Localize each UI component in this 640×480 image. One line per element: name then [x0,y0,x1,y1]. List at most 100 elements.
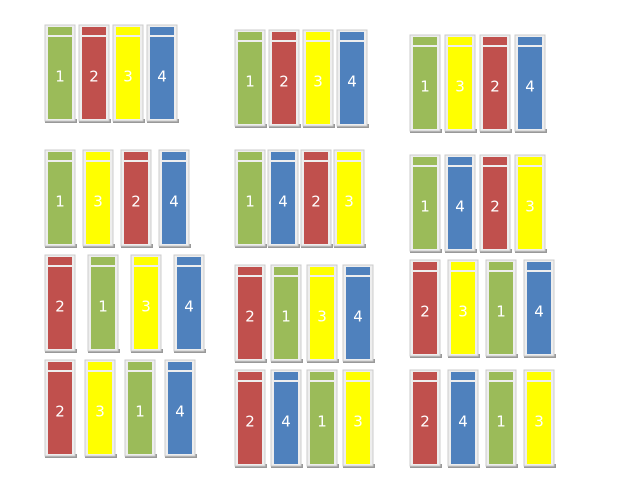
bar-label: 3 [458,303,468,321]
bar-group: 2 3 1 4 [409,259,556,358]
bar-top [337,152,361,160]
bar-label: 2 [245,308,255,326]
bar-top [272,32,296,40]
bar-group: 2 4 1 3 [409,369,556,468]
bar-top [483,157,507,165]
bar [274,382,298,464]
bar [128,372,152,454]
bar [177,267,201,349]
bar [483,47,507,129]
bar-top [150,27,174,35]
bar [134,267,158,349]
bar-label: 1 [496,303,506,321]
bar [310,382,334,464]
bar [518,47,542,129]
bar-top [48,257,72,265]
bar-label: 2 [55,403,65,421]
bar-label: 1 [496,413,506,431]
bar [306,42,330,124]
bar-label: 2 [55,298,65,316]
bar [238,162,262,244]
bar-top [413,37,437,45]
bar-group: 1 4 2 3 [234,149,366,248]
bar-top [116,27,140,35]
bar-group: 1 2 3 4 [234,29,369,128]
bar-top [306,32,330,40]
bar [483,167,507,249]
bar-top [310,372,334,380]
bar-label: 4 [455,198,465,216]
bar [116,37,140,119]
bar-label: 1 [55,68,65,86]
bar-label: 1 [281,308,291,326]
bar [272,42,296,124]
bar-top [489,262,513,270]
bar-top [483,37,507,45]
bar-top [346,372,370,380]
bar-label: 1 [245,193,255,211]
bar-label: 3 [344,193,354,211]
bar-top [88,362,112,370]
bar-label: 2 [89,68,99,86]
bar-top [518,37,542,45]
bar [48,267,72,349]
bar-top [162,152,186,160]
bar-label: 2 [490,78,500,96]
bar [150,37,174,119]
bar-top [451,262,475,270]
bar-top [48,27,72,35]
bar-label: 4 [169,193,179,211]
bar-top [274,267,298,275]
bar-label: 2 [245,413,255,431]
bar [48,162,72,244]
bar [413,382,437,464]
bar [527,272,551,354]
bar-top [304,152,328,160]
bar [48,372,72,454]
bar-label: 2 [420,413,430,431]
bar-label: 3 [353,413,363,431]
bar-top [346,267,370,275]
bar-top [238,152,262,160]
bar-label: 1 [317,413,327,431]
bar-label: 4 [534,303,544,321]
bar-top [124,152,148,160]
bar [310,277,334,359]
bar-top [448,157,472,165]
bar-label: 3 [313,73,323,91]
bar [518,167,542,249]
bar-top [238,32,262,40]
bar-top [413,262,437,270]
bar-top [413,157,437,165]
bar [124,162,148,244]
bar-label: 4 [353,308,363,326]
bar [238,277,262,359]
bar-top [451,372,475,380]
bar [168,372,192,454]
bar-top [48,362,72,370]
bar-label: 3 [141,298,151,316]
bar [162,162,186,244]
bar-group: 2 4 1 3 [234,369,375,468]
bar-group: 1 3 2 4 [409,34,547,133]
bar [48,37,72,119]
bar-label: 3 [455,78,465,96]
bar-label: 1 [135,403,145,421]
bar-top [238,372,262,380]
bar [274,277,298,359]
bar-top [128,362,152,370]
bar-label: 1 [420,78,430,96]
bar [489,272,513,354]
bar-top [527,262,551,270]
bar [238,42,262,124]
bar [346,382,370,464]
bar-label: 4 [525,78,535,96]
bar-label: 3 [95,403,105,421]
bar [340,42,364,124]
bar-top [310,267,334,275]
bar-top [86,152,110,160]
bar-group: 2 3 1 4 [44,359,197,458]
bar-label: 2 [131,193,141,211]
bar-top [448,37,472,45]
bar-top [48,152,72,160]
